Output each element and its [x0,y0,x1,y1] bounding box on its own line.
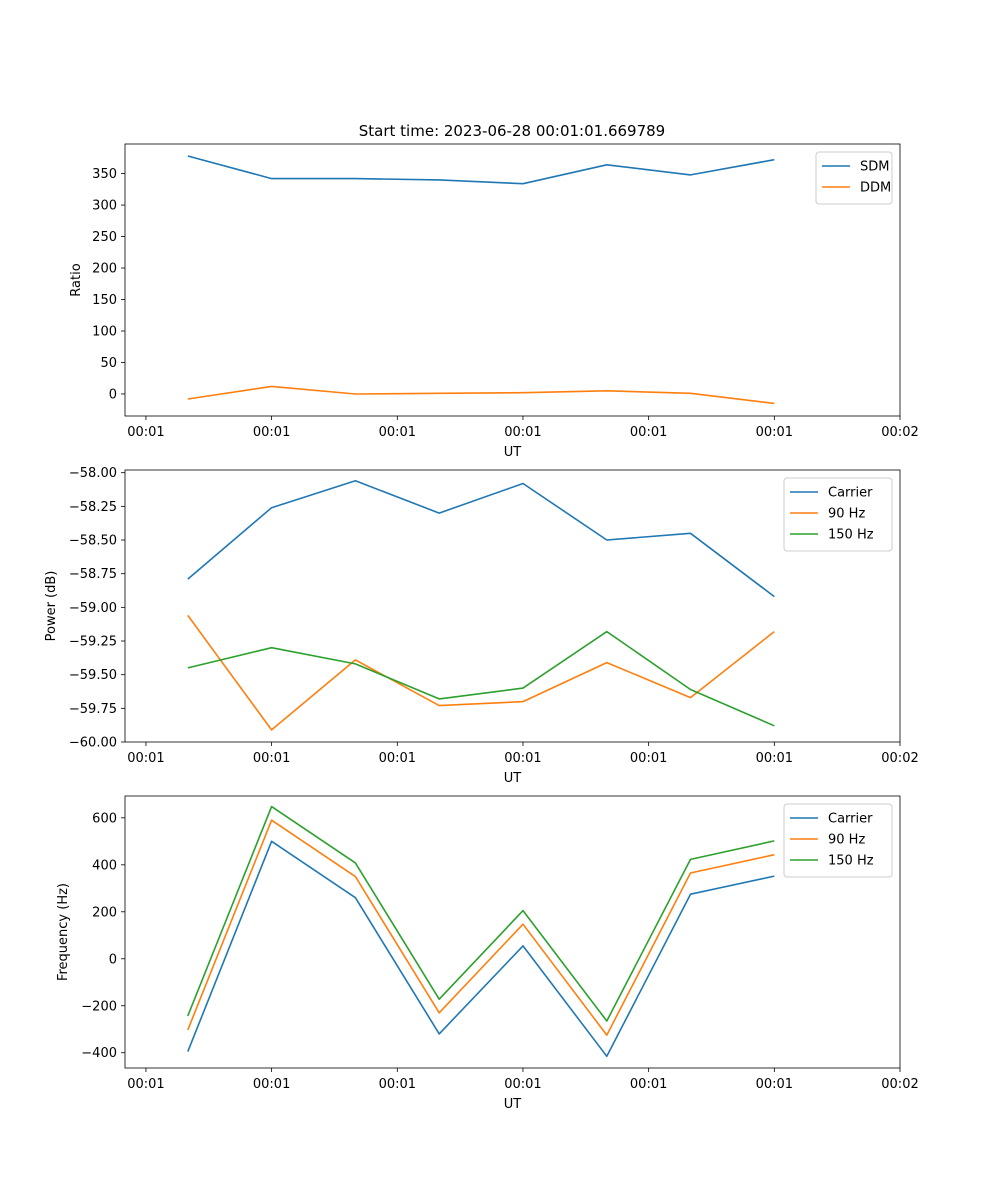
y-tick-label: −58.50 [69,534,117,549]
y-tick-label: 350 [92,167,117,182]
legend: SDM DDM [815,151,893,205]
axes-frame [124,469,901,743]
legend: Carrier 90 Hz 150 Hz [783,803,893,878]
x-tick-label: 00:01 [630,1077,667,1092]
x-tick-label: 00:01 [253,425,290,440]
x-tick-label: 00:01 [379,751,416,766]
x-tick-label: 00:01 [756,751,793,766]
y-tick-label: 50 [100,356,117,371]
x-tick-label: 00:01 [756,425,793,440]
y-tick-label: −59.50 [69,668,117,683]
legend-label: SDM [860,160,889,175]
x-tick-label: 00:01 [379,1077,416,1092]
series-line-carrier [187,840,775,1058]
x-tick-label: 00:01 [504,751,541,766]
axes-frame [124,795,901,1069]
legend: Carrier 90 Hz 150 Hz [783,477,893,552]
y-tick-label: −58.00 [69,466,117,481]
x-tick-label: 00:01 [756,1077,793,1092]
y-tick-label: 0 [109,952,117,967]
panel-3: 00:01 00:01 00:01 00:01 00:01 00:01 00:02 −400 −… [56,795,919,1112]
legend-label: 150 Hz [828,528,874,543]
x-tick-label: 00:02 [881,751,918,766]
y-tick-label: −58.25 [69,500,117,515]
y-tick-label: 250 [92,230,117,245]
y-tick-label: 200 [92,262,117,277]
y-tick-label: 200 [92,905,117,920]
legend-label: Carrier [828,812,873,827]
x-axis-label: UT [504,1097,522,1112]
y-tick-label: 600 [92,811,117,826]
y-tick-label: −400 [81,1046,117,1061]
legend-label: Carrier [828,486,873,501]
x-tick-label: 00:01 [127,1077,164,1092]
panel-1: 00:01 00:01 00:01 00:01 00:01 00:01 00:02 0 50 10… [69,143,919,460]
series-line-ddm [187,385,775,405]
series-line-90-hz [187,614,775,731]
x-tick-label: 00:01 [127,751,164,766]
series-line-90-hz [187,819,775,1036]
legend-label: DDM [860,181,891,196]
series-line-150-hz [187,805,775,1022]
legend-box [783,803,893,878]
y-tick-label: 150 [92,293,117,308]
x-tick-label: 00:01 [127,425,164,440]
x-tick-label: 00:01 [379,425,416,440]
y-tick-label: 300 [92,199,117,214]
legend-label: 90 Hz [828,507,865,522]
y-tick-label: −59.75 [69,702,117,717]
legend-label: 90 Hz [828,833,865,848]
legend-box [783,477,893,552]
x-axis-label: UT [504,771,522,786]
x-tick-label: 00:02 [881,1077,918,1092]
x-tick-label: 00:01 [253,1077,290,1092]
series-line-150-hz [187,630,775,727]
x-tick-label: 00:01 [630,425,667,440]
y-tick-label: 100 [92,325,117,340]
series-line-sdm [187,155,775,185]
x-tick-label: 00:01 [504,1077,541,1092]
y-tick-label: 0 [109,387,117,402]
figure-title: Start time: 2023-06-28 00:01:01.669789 [359,122,665,140]
x-tick-label: 00:01 [630,751,667,766]
y-tick-label: −58.75 [69,567,117,582]
series-line-carrier [187,479,775,598]
y-tick-label: 400 [92,858,117,873]
x-axis-label: UT [504,445,522,460]
x-tick-label: 00:01 [504,425,541,440]
y-tick-label: −59.25 [69,635,117,650]
x-tick-label: 00:02 [881,425,918,440]
panel-2: 00:01 00:01 00:01 00:01 00:01 00:01 00:02 −60.0… [44,466,919,786]
y-tick-label: −59.00 [69,601,117,616]
legend-box [815,151,893,205]
x-tick-label: 00:01 [253,751,290,766]
y-tick-label: −200 [81,999,117,1014]
y-axis-label: Frequency (Hz) [56,883,71,981]
y-tick-label: −60.00 [69,736,117,751]
legend-label: 150 Hz [828,854,874,869]
axes-frame [124,143,901,417]
y-axis-label: Power (dB) [44,571,59,642]
y-axis-label: Ratio [69,263,84,296]
